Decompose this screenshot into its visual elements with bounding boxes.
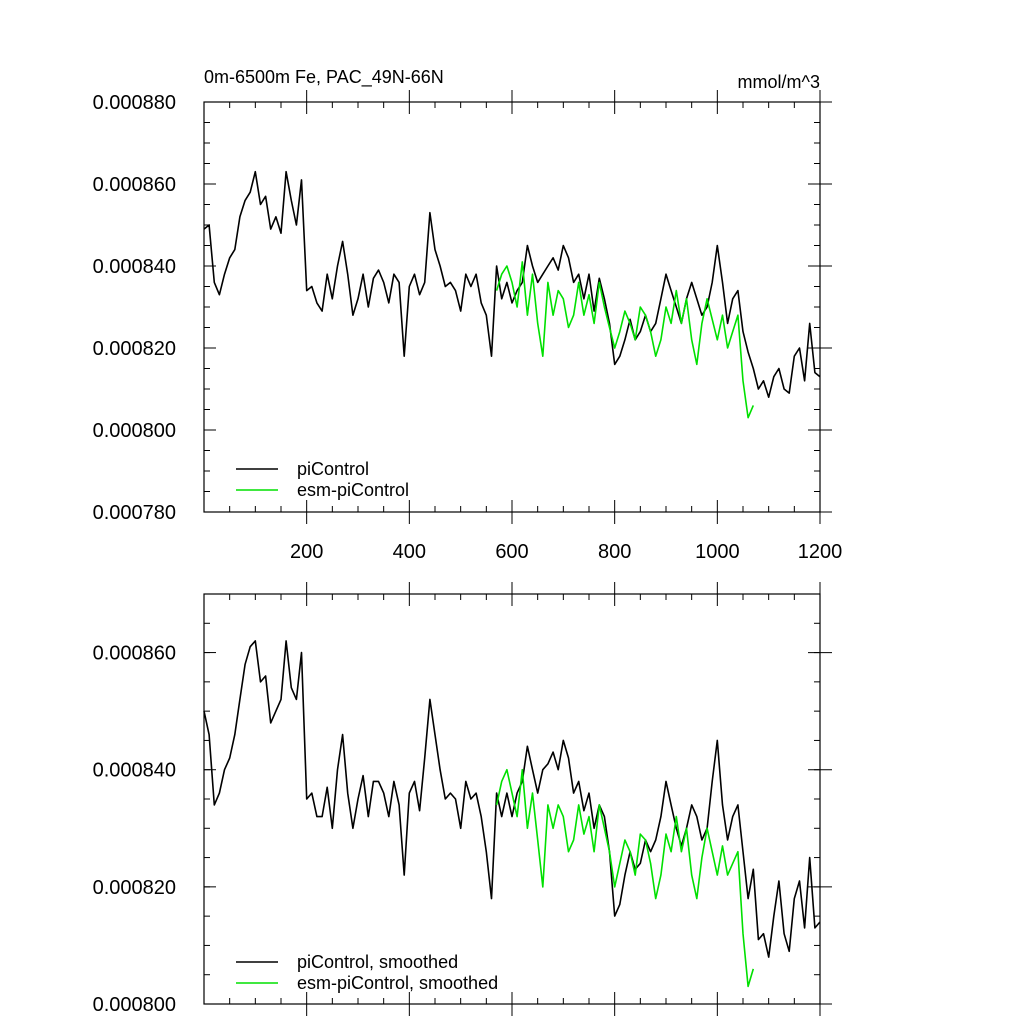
top-legend: piControl esm-piControl — [236, 459, 409, 500]
bottom-axes: 0.000800 0.000820 0.000840 0.000860 — [93, 582, 832, 1016]
top-chart-title: 0m-6500m Fe, PAC_49N-66N — [204, 67, 444, 88]
bottom-y-tick-label: 0.000800 — [93, 994, 176, 1016]
top-y-tick-label: 0.000840 — [93, 256, 176, 278]
top-chart-units: mmol/m^3 — [738, 72, 820, 92]
bottom-y-tick-label: 0.000840 — [93, 760, 176, 782]
top-panel: 0m-6500m Fe, PAC_49N-66N mmol/m^3 200 400… — [93, 67, 843, 563]
top-x-tick-label: 600 — [495, 541, 528, 563]
legend-label-picontrol: piControl — [297, 459, 369, 479]
top-y-tick-label: 0.000880 — [93, 92, 176, 114]
top-y-tick-label: 0.000860 — [93, 174, 176, 196]
top-x-tick-label: 800 — [598, 541, 631, 563]
bottom-series-line-picontrol-smoothed — [203, 640, 821, 958]
top-series-line-picontrol — [203, 170, 821, 399]
top-plot-frame — [203, 101, 821, 513]
top-x-tick-label: 200 — [290, 541, 323, 563]
legend-label-picontrol-smoothed: piControl, smoothed — [297, 952, 458, 972]
top-axes: 200 400 600 800 1000 1200 0.000780 0.000800 0.00… — [93, 90, 843, 563]
top-y-tick-label: 0.000800 — [93, 420, 176, 442]
legend-label-esm-picontrol: esm-piControl — [297, 480, 409, 500]
top-series-group — [203, 170, 821, 419]
bottom-y-tick-label: 0.000860 — [93, 643, 176, 665]
top-x-tick-label: 1000 — [695, 541, 740, 563]
bottom-panel: 0.000800 0.000820 0.000840 0.000860 piContr… — [93, 582, 832, 1016]
top-y-tick-label: 0.000820 — [93, 338, 176, 360]
bottom-legend: piControl, smoothed esm-piControl, smoot… — [236, 952, 498, 993]
top-series-line-esm-picontrol — [495, 261, 755, 419]
bottom-series-line-esm-picontrol-smoothed — [495, 768, 755, 988]
bottom-y-tick-label: 0.000820 — [93, 877, 176, 899]
top-x-tick-label: 400 — [393, 541, 426, 563]
bottom-plot-frame — [203, 593, 821, 1005]
legend-label-esm-picontrol-smoothed: esm-piControl, smoothed — [297, 973, 498, 993]
top-y-tick-label: 0.000780 — [93, 502, 176, 524]
bottom-series-group — [203, 640, 821, 988]
top-x-tick-label: 1200 — [798, 541, 843, 563]
